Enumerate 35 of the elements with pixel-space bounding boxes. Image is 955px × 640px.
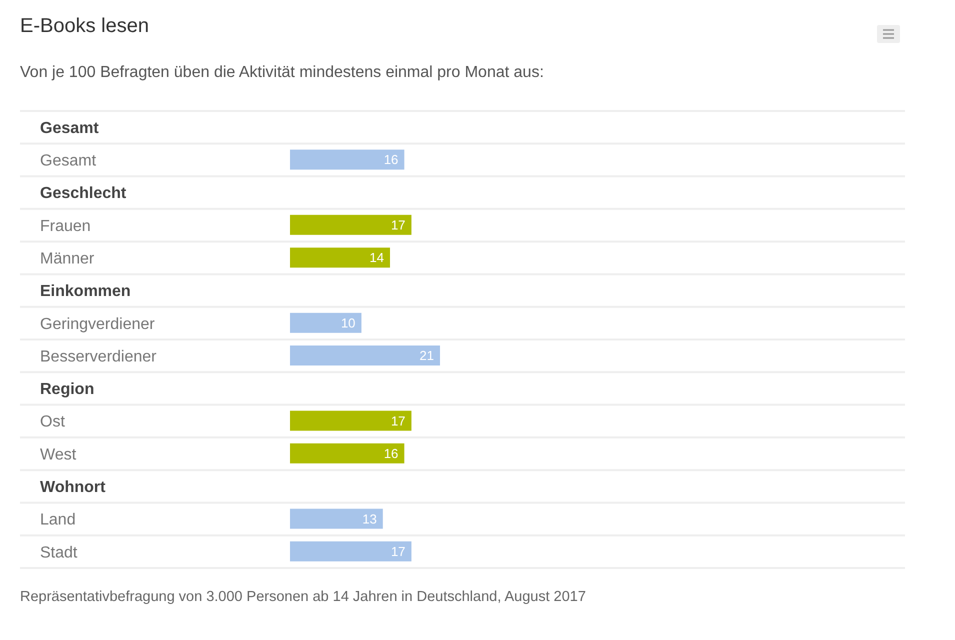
text: Repräsentativbefragung von 3.000 Personen ab 14 Jahren in Deutschland, August 2017 [20,588,586,606]
bar [290,443,404,464]
chart-subtitle: Von je 100 Befragten üben die Aktivität mindestens einmal pro Monat aus: [20,63,544,83]
y-tick-label: Männer [40,250,95,268]
data-label: 16 [384,152,398,168]
y-tick-label: Wohnort [40,478,106,496]
data-label: 17 [390,217,406,232]
data-label: 21 [420,348,434,364]
y-tick-label: Geschlecht [40,185,127,202]
bar [290,312,362,333]
y-tick-label: Einkommen [40,283,131,300]
data-label: 10 [340,315,356,330]
y-tick-label: Frauen [40,218,91,235]
y-tick-label: Ost [40,414,66,431]
bar [290,346,440,366]
y-tick-label: Stadt [40,544,78,562]
y-tick-label: West [40,446,77,464]
y-tick-label: Geringverdiener [40,316,156,333]
y-tick-label: Gesamt [40,120,100,137]
y-tick-label: Besserverdiener [40,348,158,366]
data-label: 16 [384,446,398,461]
data-label: 14 [370,250,384,266]
bar [290,214,412,235]
y-tick-label: Gesamt [40,152,97,170]
data-label: 13 [362,511,377,526]
bar [290,410,412,431]
y-tick-label: Region [40,381,94,398]
text: E-Books lesen [20,14,149,38]
data-label: 17 [390,413,406,428]
bar [290,541,412,562]
data-label: 17 [390,544,406,559]
bar [290,150,404,170]
bar [290,508,383,529]
bar [290,248,390,268]
y-tick-label: Land [40,512,76,529]
